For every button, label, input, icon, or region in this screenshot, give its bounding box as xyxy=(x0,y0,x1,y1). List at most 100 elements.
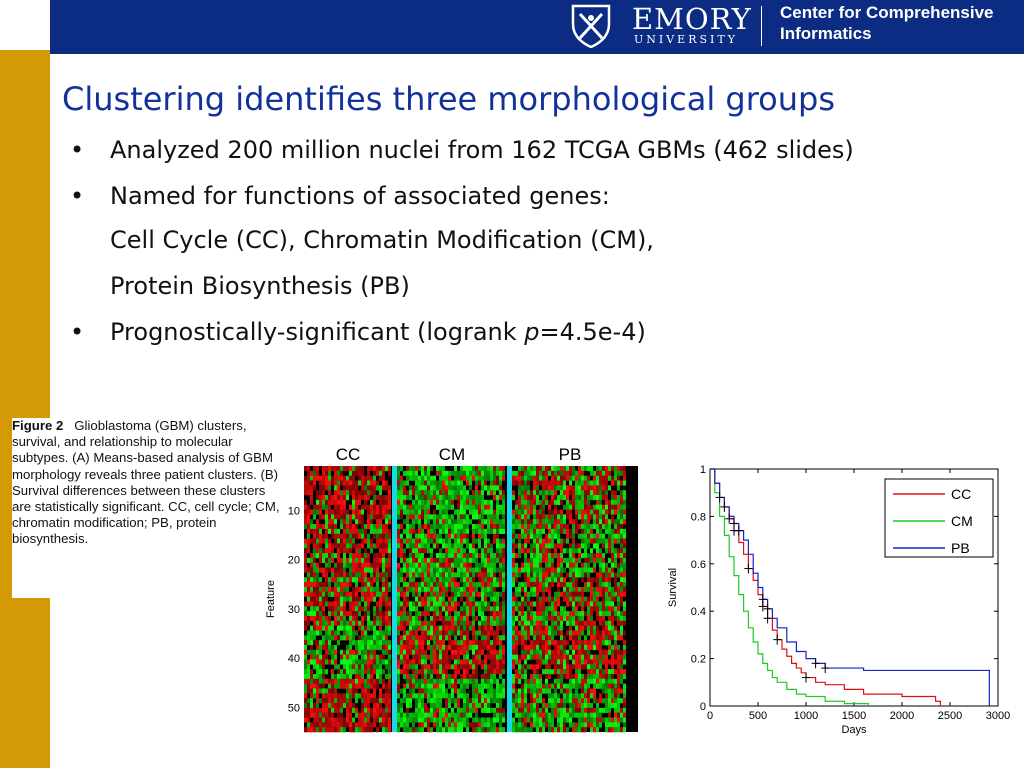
heatmap-cell xyxy=(548,466,551,472)
heatmap-cell xyxy=(451,654,454,660)
heatmap-cell xyxy=(575,601,578,607)
heatmap-cell xyxy=(605,490,608,496)
heatmap-cell xyxy=(427,543,430,549)
heatmap-cell xyxy=(563,644,566,651)
heatmap-cell xyxy=(502,548,505,554)
heatmap-cell xyxy=(412,509,415,515)
heatmap-cell xyxy=(442,490,445,496)
heatmap-cell xyxy=(533,586,536,593)
heatmap-cell xyxy=(551,562,554,568)
heatmap-cell xyxy=(578,673,581,680)
heatmap-cell xyxy=(397,712,400,718)
heatmap-cell xyxy=(502,553,505,559)
heatmap-cell xyxy=(527,625,530,631)
heatmap-cell xyxy=(536,727,539,733)
heatmap-cell xyxy=(575,591,578,597)
heatmap-cell xyxy=(466,514,469,520)
heatmap-cell xyxy=(373,499,376,505)
heatmap-cell xyxy=(439,669,442,675)
heatmap-cell xyxy=(478,543,481,549)
heatmap-cell xyxy=(457,712,460,718)
heatmap-cell xyxy=(439,698,442,704)
heatmap-cell xyxy=(524,509,527,515)
heatmap-cell xyxy=(587,524,590,530)
heatmap-cell xyxy=(499,707,502,713)
heatmap-cell xyxy=(605,504,608,510)
heatmap-cell xyxy=(358,553,361,559)
heatmap-cell xyxy=(584,543,587,549)
heatmap-cell xyxy=(581,538,584,544)
heatmap-cell xyxy=(424,712,427,718)
heatmap-cell xyxy=(578,548,581,554)
heatmap-cell xyxy=(310,528,313,535)
heatmap-cell xyxy=(587,722,590,728)
heatmap-cell xyxy=(352,620,355,626)
heatmap-cell xyxy=(548,659,551,665)
heatmap-cell xyxy=(527,664,530,670)
heatmap-cell xyxy=(542,669,545,675)
heatmap-cell xyxy=(599,480,602,486)
heatmap-cell xyxy=(433,659,436,665)
heatmap-cell xyxy=(521,630,524,636)
heatmap-cell xyxy=(418,644,421,651)
heatmap-cell xyxy=(346,707,349,713)
heatmap-cell xyxy=(337,698,340,704)
heatmap-cell xyxy=(445,490,448,496)
heatmap-cell xyxy=(355,615,358,622)
heatmap-cell xyxy=(376,538,379,544)
heatmap-cell xyxy=(403,659,406,665)
heatmap-cell xyxy=(376,514,379,520)
heatmap-cell xyxy=(319,727,322,733)
heatmap-cell xyxy=(557,557,560,564)
heatmap-cell xyxy=(409,727,412,733)
heatmap-cell xyxy=(424,466,427,472)
heatmap-cell xyxy=(460,485,463,491)
heatmap-cell xyxy=(521,669,524,675)
heatmap-cell xyxy=(530,475,533,481)
heatmap-cell xyxy=(334,654,337,660)
heatmap-cell xyxy=(406,524,409,530)
heatmap-cell xyxy=(448,524,451,530)
heatmap-cell xyxy=(466,693,469,699)
heatmap-cell xyxy=(352,543,355,549)
heatmap-cell xyxy=(602,519,605,525)
heatmap-cell xyxy=(575,495,578,501)
heatmap-cell xyxy=(623,649,626,655)
heatmap-cell xyxy=(599,615,602,622)
heatmap-cell xyxy=(421,543,424,549)
heatmap-cell xyxy=(584,480,587,486)
heatmap-cell xyxy=(451,707,454,713)
heatmap-cell xyxy=(343,630,346,636)
heatmap-cell xyxy=(521,693,524,699)
heatmap-cell xyxy=(608,548,611,554)
heatmap-cell xyxy=(436,722,439,728)
heatmap-cell xyxy=(566,693,569,699)
heatmap-cell xyxy=(418,722,421,728)
heatmap-cell xyxy=(496,548,499,554)
heatmap-cell xyxy=(322,548,325,554)
heatmap-cell xyxy=(487,586,490,593)
heatmap-cell xyxy=(361,543,364,549)
heatmap-cell xyxy=(484,678,487,684)
heatmap-cell xyxy=(310,644,313,651)
heatmap-cell xyxy=(457,582,460,588)
heatmap-cell xyxy=(560,717,563,723)
heatmap-cell xyxy=(463,620,466,626)
heatmap-cell xyxy=(469,601,472,607)
heatmap-cell xyxy=(430,649,433,655)
heatmap-cell xyxy=(527,630,530,636)
heatmap-cell xyxy=(608,635,611,641)
heatmap-cell xyxy=(385,509,388,515)
heatmap-cell xyxy=(331,533,334,539)
heatmap-cell xyxy=(575,698,578,704)
heatmap-cell xyxy=(436,470,439,476)
heatmap-cell xyxy=(409,538,412,544)
heatmap-cell xyxy=(331,644,334,651)
heatmap-cell xyxy=(307,615,310,622)
heatmap-cell xyxy=(487,466,490,472)
heatmap-cell xyxy=(325,712,328,718)
heatmap-cell xyxy=(539,707,542,713)
heatmap-cell xyxy=(611,528,614,535)
heatmap-cell xyxy=(475,538,478,544)
heatmap-cell xyxy=(569,654,572,660)
